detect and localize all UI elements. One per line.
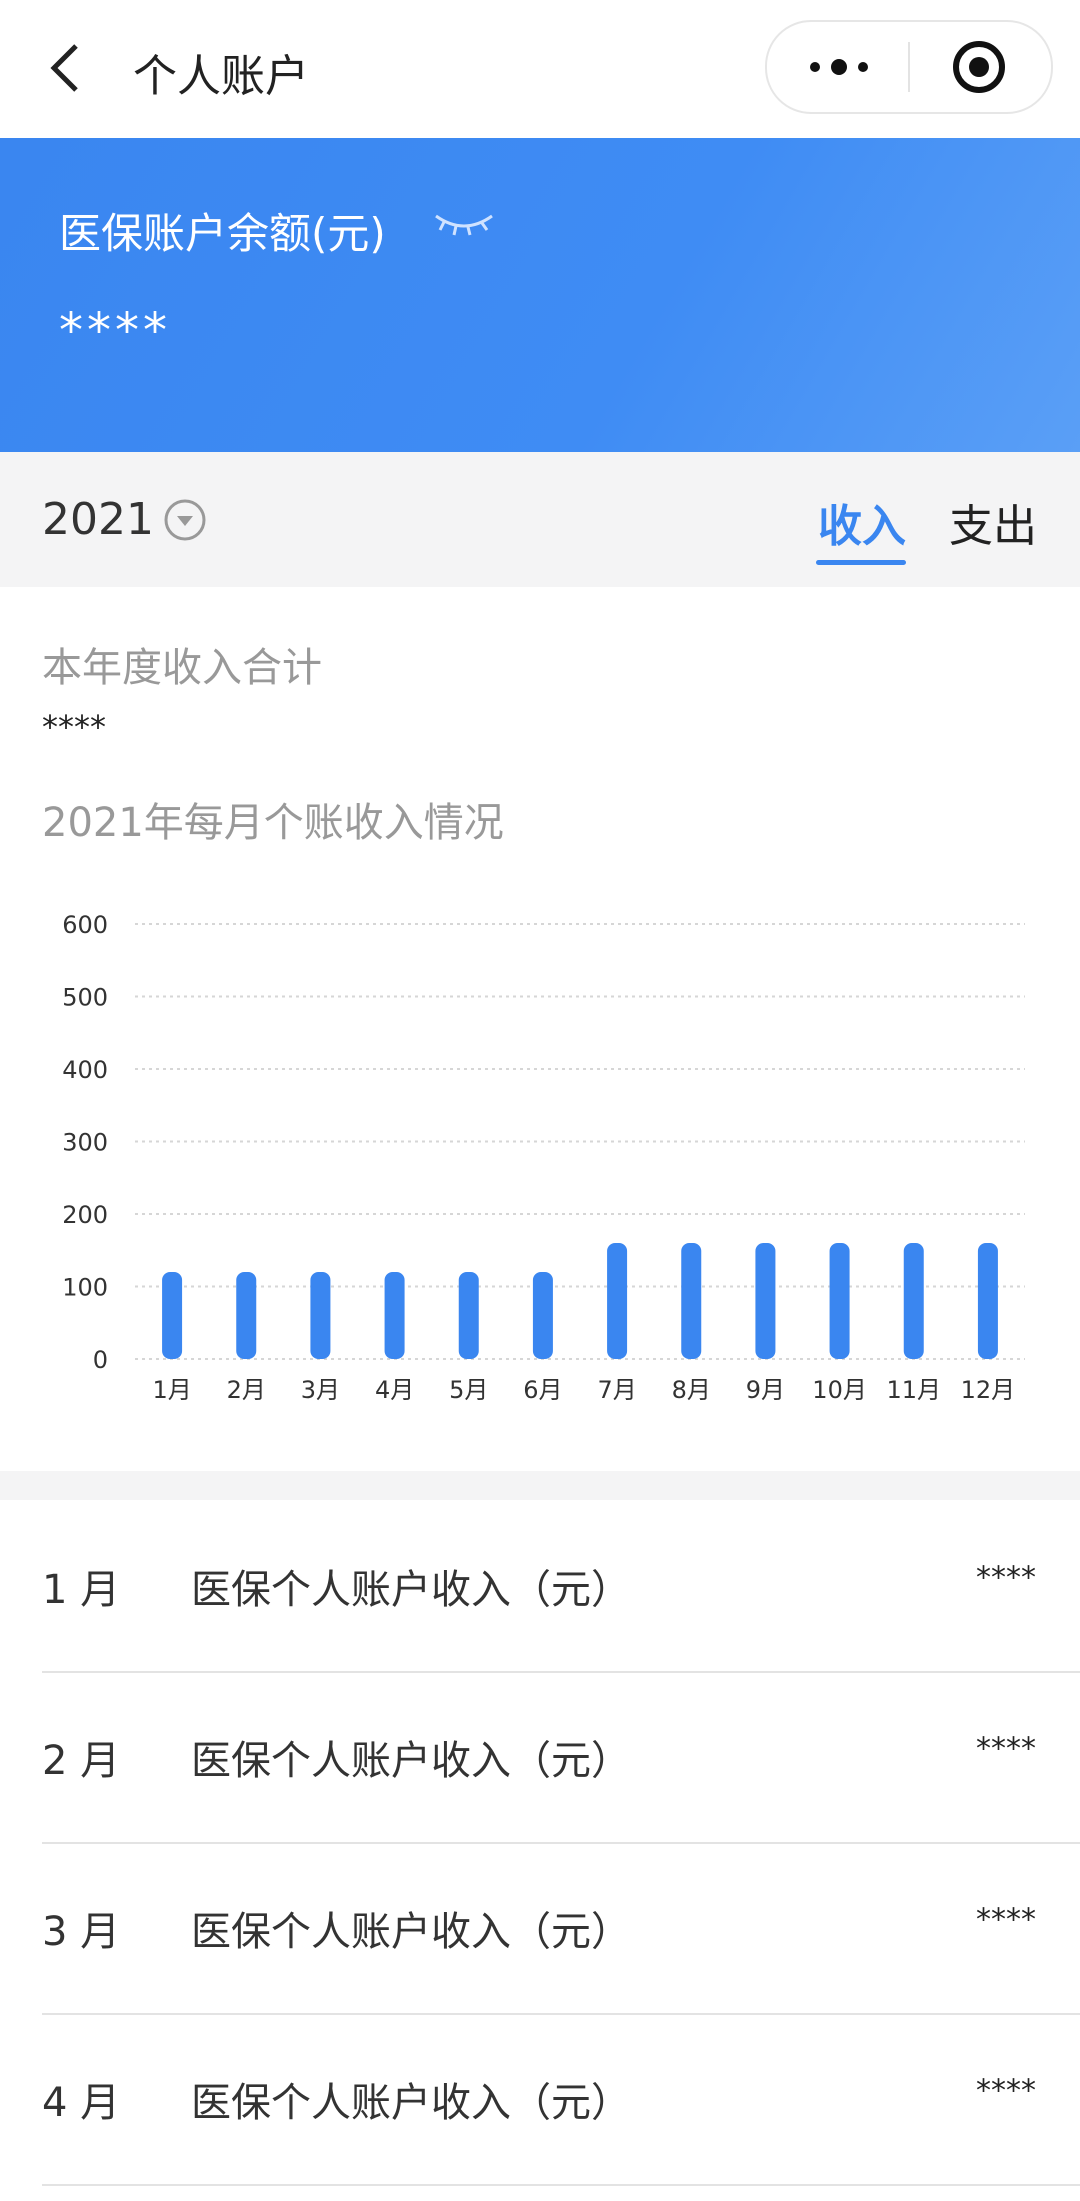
- bar: [903, 1243, 924, 1359]
- balance-banner: 医保账户余额(元) ****: [0, 138, 1080, 452]
- more-button[interactable]: [803, 52, 883, 82]
- top-bar: 个人账户: [0, 0, 1080, 138]
- row-value: ****: [976, 2073, 1036, 2108]
- x-tick-label: 8月: [672, 1376, 711, 1404]
- bar: [829, 1243, 850, 1359]
- bar: [755, 1243, 776, 1359]
- balance-label: 医保账户余额(元): [59, 209, 386, 258]
- list-row[interactable]: 1 月 医保个人账户收入（元） ****: [42, 1500, 1080, 1673]
- tab-expense[interactable]: 支出: [949, 501, 1037, 552]
- row-month: 4 月: [42, 2079, 121, 2126]
- divider: [908, 42, 910, 92]
- row-label: 医保个人账户收入（元）: [191, 1908, 631, 1955]
- tab-income[interactable]: 收入: [818, 501, 906, 552]
- balance-value: ****: [59, 303, 171, 359]
- x-tick-label: 6月: [523, 1376, 562, 1404]
- y-tick-label: 200: [62, 1201, 108, 1229]
- year-dropdown-icon[interactable]: [163, 498, 207, 542]
- bar: [384, 1272, 405, 1359]
- chart-title: 2021年每月个账收入情况: [42, 800, 504, 846]
- x-tick-label: 1月: [152, 1376, 191, 1404]
- chart: 0 100 200 300 400 500 600 1月 2月 3月 4月 5月 6月 7月 8月 9月 10月…: [62, 911, 1025, 1404]
- row-month: 1 月: [42, 1566, 121, 1613]
- x-tick-label: 11月: [886, 1376, 941, 1404]
- row-value: ****: [976, 1560, 1036, 1595]
- x-tick-label: 12月: [961, 1376, 1016, 1404]
- year-select[interactable]: 2021: [42, 494, 154, 545]
- bar: [236, 1272, 257, 1359]
- bar: [977, 1243, 998, 1359]
- y-tick-label: 400: [62, 1056, 108, 1084]
- row-value: ****: [976, 1731, 1036, 1766]
- x-tick-label: 5月: [449, 1376, 488, 1404]
- y-tick-label: 300: [62, 1129, 108, 1157]
- back-button[interactable]: [44, 40, 84, 96]
- x-tick-label: 2月: [227, 1376, 266, 1404]
- list-row[interactable]: 3 月 医保个人账户收入（元） ****: [42, 1842, 1080, 2015]
- bar: [681, 1243, 702, 1359]
- bar: [458, 1272, 479, 1359]
- summary-value: ****: [42, 708, 106, 746]
- row-value: ****: [976, 1902, 1036, 1937]
- row-month: 3 月: [42, 1908, 121, 1955]
- row-label: 医保个人账户收入（元）: [191, 1737, 631, 1784]
- x-tick-label: 3月: [301, 1376, 340, 1404]
- row-label: 医保个人账户收入（元）: [191, 2079, 631, 2126]
- x-tick-label: 4月: [375, 1376, 414, 1404]
- tab-indicator: [816, 560, 906, 565]
- page-title: 个人账户: [133, 51, 309, 102]
- bar: [532, 1272, 553, 1359]
- bar: [310, 1272, 331, 1359]
- y-tick-label: 0: [93, 1346, 108, 1374]
- summary-label: 本年度收入合计: [42, 645, 322, 691]
- list-row[interactable]: 4 月 医保个人账户收入（元） ****: [42, 2013, 1080, 2186]
- close-button[interactable]: [951, 39, 1007, 95]
- eye-toggle[interactable]: [432, 210, 496, 240]
- separator: [0, 1471, 1080, 1500]
- y-tick-label: 100: [62, 1274, 108, 1302]
- x-tick-label: 9月: [746, 1376, 785, 1404]
- bar: [607, 1243, 628, 1359]
- y-tick-label: 600: [62, 911, 108, 939]
- row-label: 医保个人账户收入（元）: [191, 1566, 631, 1613]
- x-tick-label: 10月: [812, 1376, 867, 1404]
- y-tick-label: 500: [62, 984, 108, 1012]
- filter-bar: 2021 收入 支出: [0, 452, 1080, 587]
- list-row[interactable]: 2 月 医保个人账户收入（元） ****: [42, 1671, 1080, 1844]
- capsule: [765, 20, 1053, 114]
- x-tick-label: 7月: [597, 1376, 636, 1404]
- row-month: 2 月: [42, 1737, 121, 1784]
- bar: [162, 1272, 183, 1359]
